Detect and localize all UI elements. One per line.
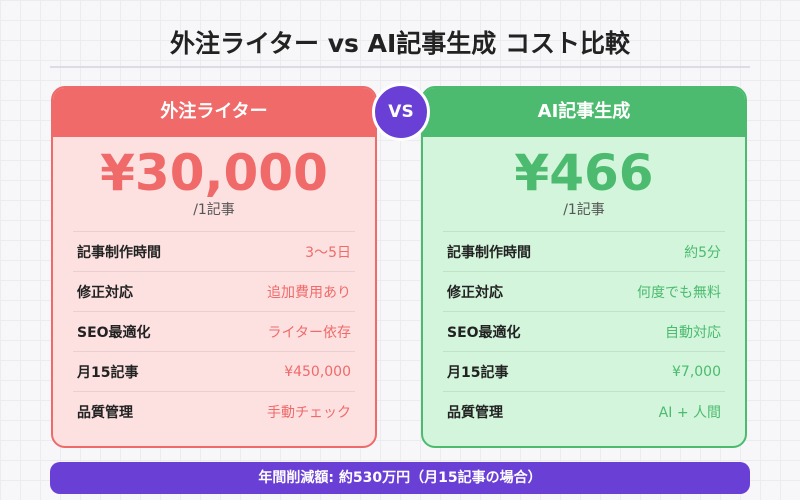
card-price: ¥466 — [514, 144, 654, 202]
feature-value: 約5分 — [684, 244, 721, 261]
feature-row: 記事制作時間 約5分 — [443, 231, 725, 271]
comparison-card: AI記事生成 ¥466/1記事記事制作時間 約5分修正対応 何度でも無料 SEO最適化 自… — [421, 86, 747, 448]
feature-value: 追加費用あり — [267, 284, 351, 301]
feature-label: SEO最適化 — [447, 324, 521, 341]
feature-value: ¥7,000 — [672, 363, 721, 380]
row-list: 記事制作時間 約5分修正対応 何度でも無料 SEO最適化 自動対応月15記事 ¥7,000… — [443, 231, 725, 431]
divider — [50, 66, 750, 68]
feature-row: 月15記事 ¥450,000 — [73, 351, 355, 391]
row-list: 記事制作時間 3〜5日修正対応 追加費用あり SEO最適化 ライター依存月15記事 ¥45… — [73, 231, 355, 431]
feature-value: ¥450,000 — [284, 363, 351, 380]
feature-row: SEO最適化 ライター依存 — [73, 311, 355, 351]
card-price: ¥30,000 — [100, 144, 328, 202]
comparison-card: 外注ライター ¥30,000/1記事記事制作時間 3〜5日修正対応 追加費用あり SEO… — [51, 86, 377, 448]
feature-row: 品質管理 手動チェック — [73, 391, 355, 431]
feature-label: 修正対応 — [77, 284, 133, 301]
card-header: AI記事生成 — [423, 88, 745, 137]
feature-label: 月15記事 — [447, 364, 509, 381]
feature-label: SEO最適化 — [77, 324, 151, 341]
feature-label: 品質管理 — [77, 404, 133, 421]
feature-row: 修正対応 追加費用あり — [73, 271, 355, 311]
title: 外注ライター vs AI記事生成 コスト比較 — [170, 29, 630, 58]
feature-value: 3〜5日 — [305, 244, 351, 261]
vs-badge: VS — [372, 83, 430, 141]
footer-banner: 年間削減額: 約530万円（月15記事の場合） — [50, 462, 750, 494]
feature-row: SEO最適化 自動対応 — [443, 311, 725, 351]
feature-label: 記事制作時間 — [447, 244, 531, 261]
feature-label: 修正対応 — [447, 284, 503, 301]
feature-row: 修正対応 何度でも無料 — [443, 271, 725, 311]
price-unit: /1記事 — [193, 202, 235, 218]
price-unit: /1記事 — [563, 202, 605, 218]
card-header: 外注ライター — [53, 88, 375, 137]
feature-value: ライター依存 — [267, 324, 351, 341]
feature-label: 月15記事 — [77, 364, 139, 381]
feature-row: 月15記事 ¥7,000 — [443, 351, 725, 391]
feature-label: 記事制作時間 — [77, 244, 161, 261]
feature-label: 品質管理 — [447, 404, 503, 421]
feature-row: 記事制作時間 3〜5日 — [73, 231, 355, 271]
feature-value: 自動対応 — [665, 324, 721, 341]
feature-row: 品質管理 AI + 人間 — [443, 391, 725, 431]
feature-value: 何度でも無料 — [637, 284, 721, 301]
feature-value: 手動チェック — [267, 404, 351, 421]
feature-value: AI + 人間 — [658, 404, 721, 421]
